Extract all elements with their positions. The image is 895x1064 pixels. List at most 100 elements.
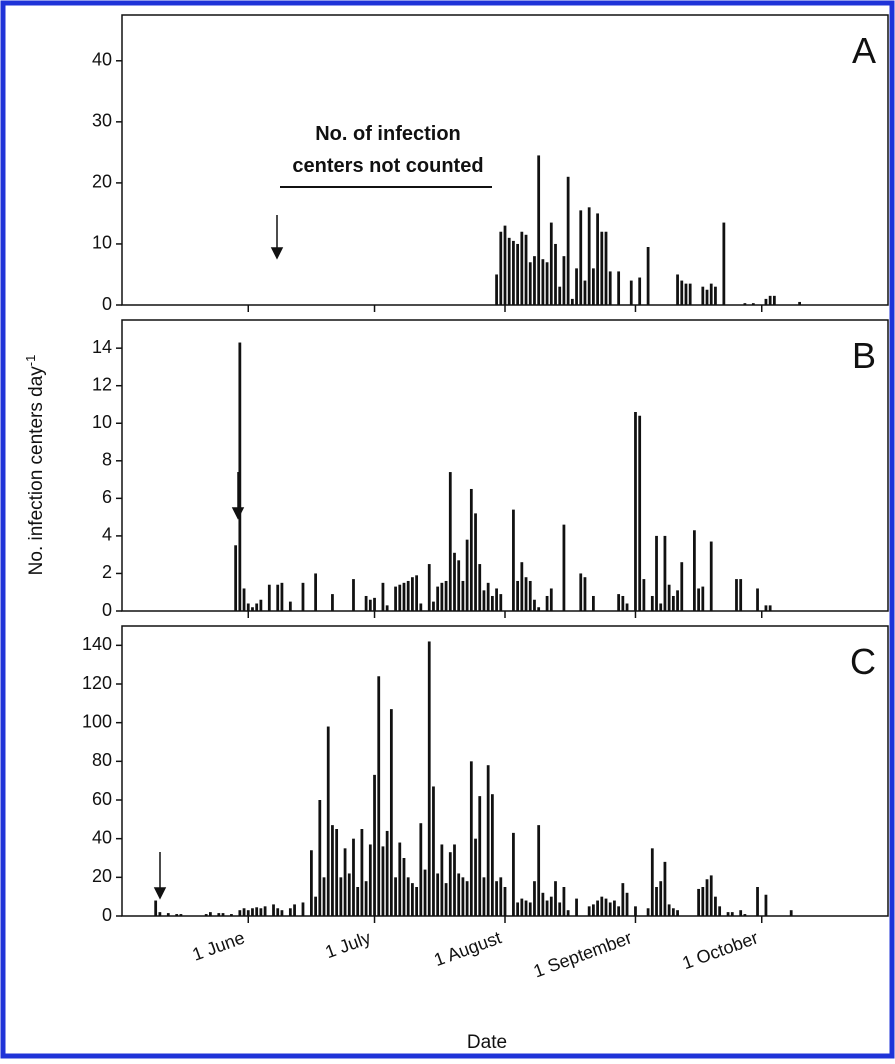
y-tick-label: 6 — [102, 487, 112, 507]
bar — [385, 605, 389, 611]
bar — [587, 207, 591, 305]
bar — [276, 908, 280, 916]
bar — [356, 887, 360, 916]
bar — [756, 588, 759, 611]
bar — [204, 914, 208, 916]
bar — [764, 298, 768, 305]
bar — [251, 908, 254, 916]
bar — [638, 415, 642, 611]
bar — [591, 904, 595, 916]
panel-label: C — [850, 641, 876, 682]
bar — [495, 881, 498, 916]
bar — [667, 584, 671, 611]
bar — [255, 603, 259, 611]
x-tick-label: 1 July — [322, 927, 373, 962]
bar — [688, 283, 692, 305]
bar — [743, 303, 747, 305]
bar — [566, 176, 570, 305]
bar — [591, 595, 595, 611]
bar — [705, 879, 709, 916]
bar — [520, 562, 524, 611]
bar — [242, 588, 246, 611]
bar — [352, 579, 355, 611]
bar — [570, 298, 574, 305]
y-tick-label: 60 — [92, 789, 112, 809]
bar — [419, 603, 423, 611]
bar — [255, 907, 259, 916]
bar — [600, 896, 604, 916]
bar — [217, 913, 221, 916]
bar — [246, 603, 250, 611]
bar — [352, 838, 355, 916]
bar — [444, 883, 448, 916]
bar — [272, 904, 275, 916]
bar — [436, 873, 440, 916]
x-axis-label: Date — [467, 1032, 507, 1053]
bar — [697, 888, 700, 916]
bar — [322, 877, 326, 916]
bar — [671, 595, 675, 611]
bar — [634, 906, 637, 916]
bar — [469, 488, 473, 611]
arrows — [153, 215, 284, 900]
bar — [448, 472, 452, 611]
bar — [726, 912, 730, 916]
bar — [558, 286, 562, 305]
bar — [499, 877, 503, 916]
bar — [465, 881, 469, 916]
bar — [432, 786, 435, 916]
bar — [659, 881, 663, 916]
bar — [533, 599, 536, 611]
bar — [520, 898, 524, 916]
bar — [331, 825, 334, 916]
bar — [554, 243, 557, 305]
y-tick-label: 80 — [92, 750, 112, 770]
y-tick-label: 0 — [102, 294, 112, 314]
bar — [549, 222, 553, 305]
bar — [676, 274, 679, 305]
bar — [234, 545, 238, 611]
bar — [495, 588, 498, 611]
bar — [499, 231, 503, 305]
bar — [474, 513, 477, 611]
bar — [478, 564, 482, 611]
bar — [490, 794, 494, 916]
bar — [680, 562, 684, 611]
bar — [625, 603, 629, 611]
bar — [722, 222, 726, 305]
bar — [427, 564, 431, 611]
bar — [562, 887, 566, 916]
bar — [280, 582, 284, 611]
bar — [461, 877, 465, 916]
bar — [697, 588, 700, 611]
bar — [503, 887, 507, 916]
bar — [587, 906, 591, 916]
bar — [503, 225, 507, 305]
bar — [701, 887, 705, 916]
bar — [663, 861, 667, 916]
bar — [301, 902, 305, 916]
bar — [520, 231, 524, 305]
y-tick-label: 14 — [92, 337, 112, 357]
bar — [402, 858, 406, 916]
annotation: No. of infection — [315, 123, 461, 145]
bar — [339, 877, 343, 916]
bar — [326, 726, 330, 916]
bar — [276, 584, 280, 611]
bar — [238, 910, 242, 916]
bar — [591, 268, 595, 305]
bar — [512, 509, 515, 611]
bar — [360, 829, 364, 916]
bar — [650, 595, 654, 611]
y-tick-label: 30 — [92, 111, 112, 131]
bar — [575, 898, 578, 916]
bar — [533, 256, 536, 305]
bar — [499, 594, 503, 611]
y-tick-label: 20 — [92, 866, 112, 886]
bar — [402, 582, 406, 611]
bar — [756, 887, 759, 916]
bar — [646, 908, 650, 916]
bar — [541, 892, 545, 916]
bar — [655, 887, 658, 916]
